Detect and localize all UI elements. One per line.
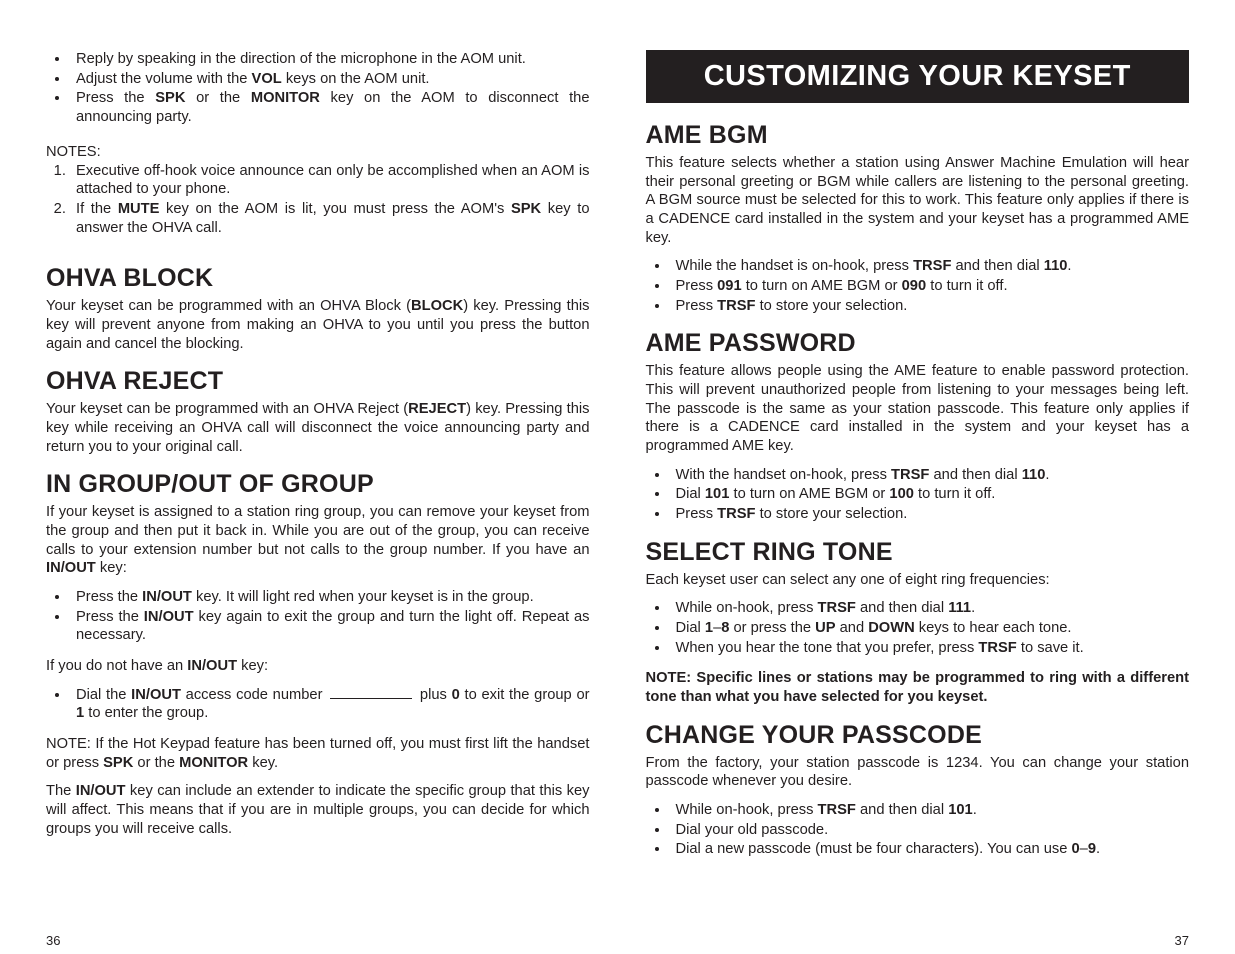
left-page: Reply by speaking in the direction of th… xyxy=(46,50,590,934)
section-body: Your keyset can be programmed with an OH… xyxy=(46,400,590,456)
bullet-item: While on-hook, press TRSF and then dial … xyxy=(670,801,1190,820)
section-heading: AME BGM xyxy=(646,121,1190,150)
section-bullets: While the handset is on-hook, press TRSF… xyxy=(670,257,1190,315)
section-heading: OHVA REJECT xyxy=(46,367,590,396)
bullet-item: Press 091 to turn on AME BGM or 090 to t… xyxy=(670,277,1190,296)
section-bullets: While on-hook, press TRSF and then dial … xyxy=(670,599,1190,657)
bullet-item: Dial the IN/OUT access code number plus … xyxy=(70,686,590,723)
section-text: If you do not have an IN/OUT key: xyxy=(46,657,590,676)
section-note: NOTE: If the Hot Keypad feature has been… xyxy=(46,735,590,772)
section-heading: AME PASSWORD xyxy=(646,329,1190,358)
section-bullets: Press the IN/OUT key. It will light red … xyxy=(70,588,590,645)
banner-title: CUSTOMIZING YOUR KEYSET xyxy=(646,50,1190,103)
bullet-item: Dial your old passcode. xyxy=(670,821,1190,840)
section-heading: CHANGE YOUR PASSCODE xyxy=(646,721,1190,750)
section-bullets: While on-hook, press TRSF and then dial … xyxy=(670,801,1190,859)
section-body: From the factory, your station passcode … xyxy=(646,754,1190,791)
bullet-item: Adjust the volume with the VOL keys on t… xyxy=(70,70,590,89)
bullet-item: With the handset on-hook, press TRSF and… xyxy=(670,466,1190,485)
section-body: Each keyset user can select any one of e… xyxy=(646,571,1190,590)
section-heading: OHVA BLOCK xyxy=(46,264,590,293)
bullet-item: Dial a new passcode (must be four charac… xyxy=(670,840,1190,859)
bullet-item: Dial 101 to turn on AME BGM or 100 to tu… xyxy=(670,485,1190,504)
right-page: CUSTOMIZING YOUR KEYSET AME BGM This feat… xyxy=(646,50,1190,934)
intro-bullets: Reply by speaking in the direction of th… xyxy=(70,50,590,128)
section-body: This feature selects whether a station u… xyxy=(646,154,1190,247)
page-number-right: 37 xyxy=(1175,933,1189,948)
notes-list: Executive off-hook voice announce can on… xyxy=(70,162,590,239)
bullet-item: Dial 1–8 or press the UP and DOWN keys t… xyxy=(670,619,1190,638)
bullet-item: While the handset is on-hook, press TRSF… xyxy=(670,257,1190,276)
bullet-item: While on-hook, press TRSF and then dial … xyxy=(670,599,1190,618)
section-heading: IN GROUP/OUT OF GROUP xyxy=(46,470,590,499)
bullet-item: Press the SPK or the MONITOR key on the … xyxy=(70,89,590,126)
note-item: If the MUTE key on the AOM is lit, you m… xyxy=(70,200,590,237)
section-body: If your keyset is assigned to a station … xyxy=(46,503,590,578)
bullet-item: When you hear the tone that you prefer, … xyxy=(670,639,1190,658)
section-body: Your keyset can be programmed with an OH… xyxy=(46,297,590,353)
page-number-left: 36 xyxy=(46,933,60,948)
section-heading: SELECT RING TONE xyxy=(646,538,1190,567)
bullet-item: Press the IN/OUT key. It will light red … xyxy=(70,588,590,607)
notes-label: NOTES: xyxy=(46,144,590,160)
section-bullets: Dial the IN/OUT access code number plus … xyxy=(70,686,590,723)
bullet-item: Press the IN/OUT key again to exit the g… xyxy=(70,608,590,645)
section-note: The IN/OUT key can include an extender t… xyxy=(46,782,590,838)
note-item: Executive off-hook voice announce can on… xyxy=(70,162,590,199)
section-body: This feature allows people using the AME… xyxy=(646,362,1190,455)
bullet-item: Press TRSF to store your selection. xyxy=(670,505,1190,524)
section-bullets: With the handset on-hook, press TRSF and… xyxy=(670,466,1190,524)
bullet-item: Press TRSF to store your selection. xyxy=(670,297,1190,316)
section-note-bold: NOTE: Specific lines or stations may be … xyxy=(646,669,1190,706)
bullet-item: Reply by speaking in the direction of th… xyxy=(70,50,590,69)
